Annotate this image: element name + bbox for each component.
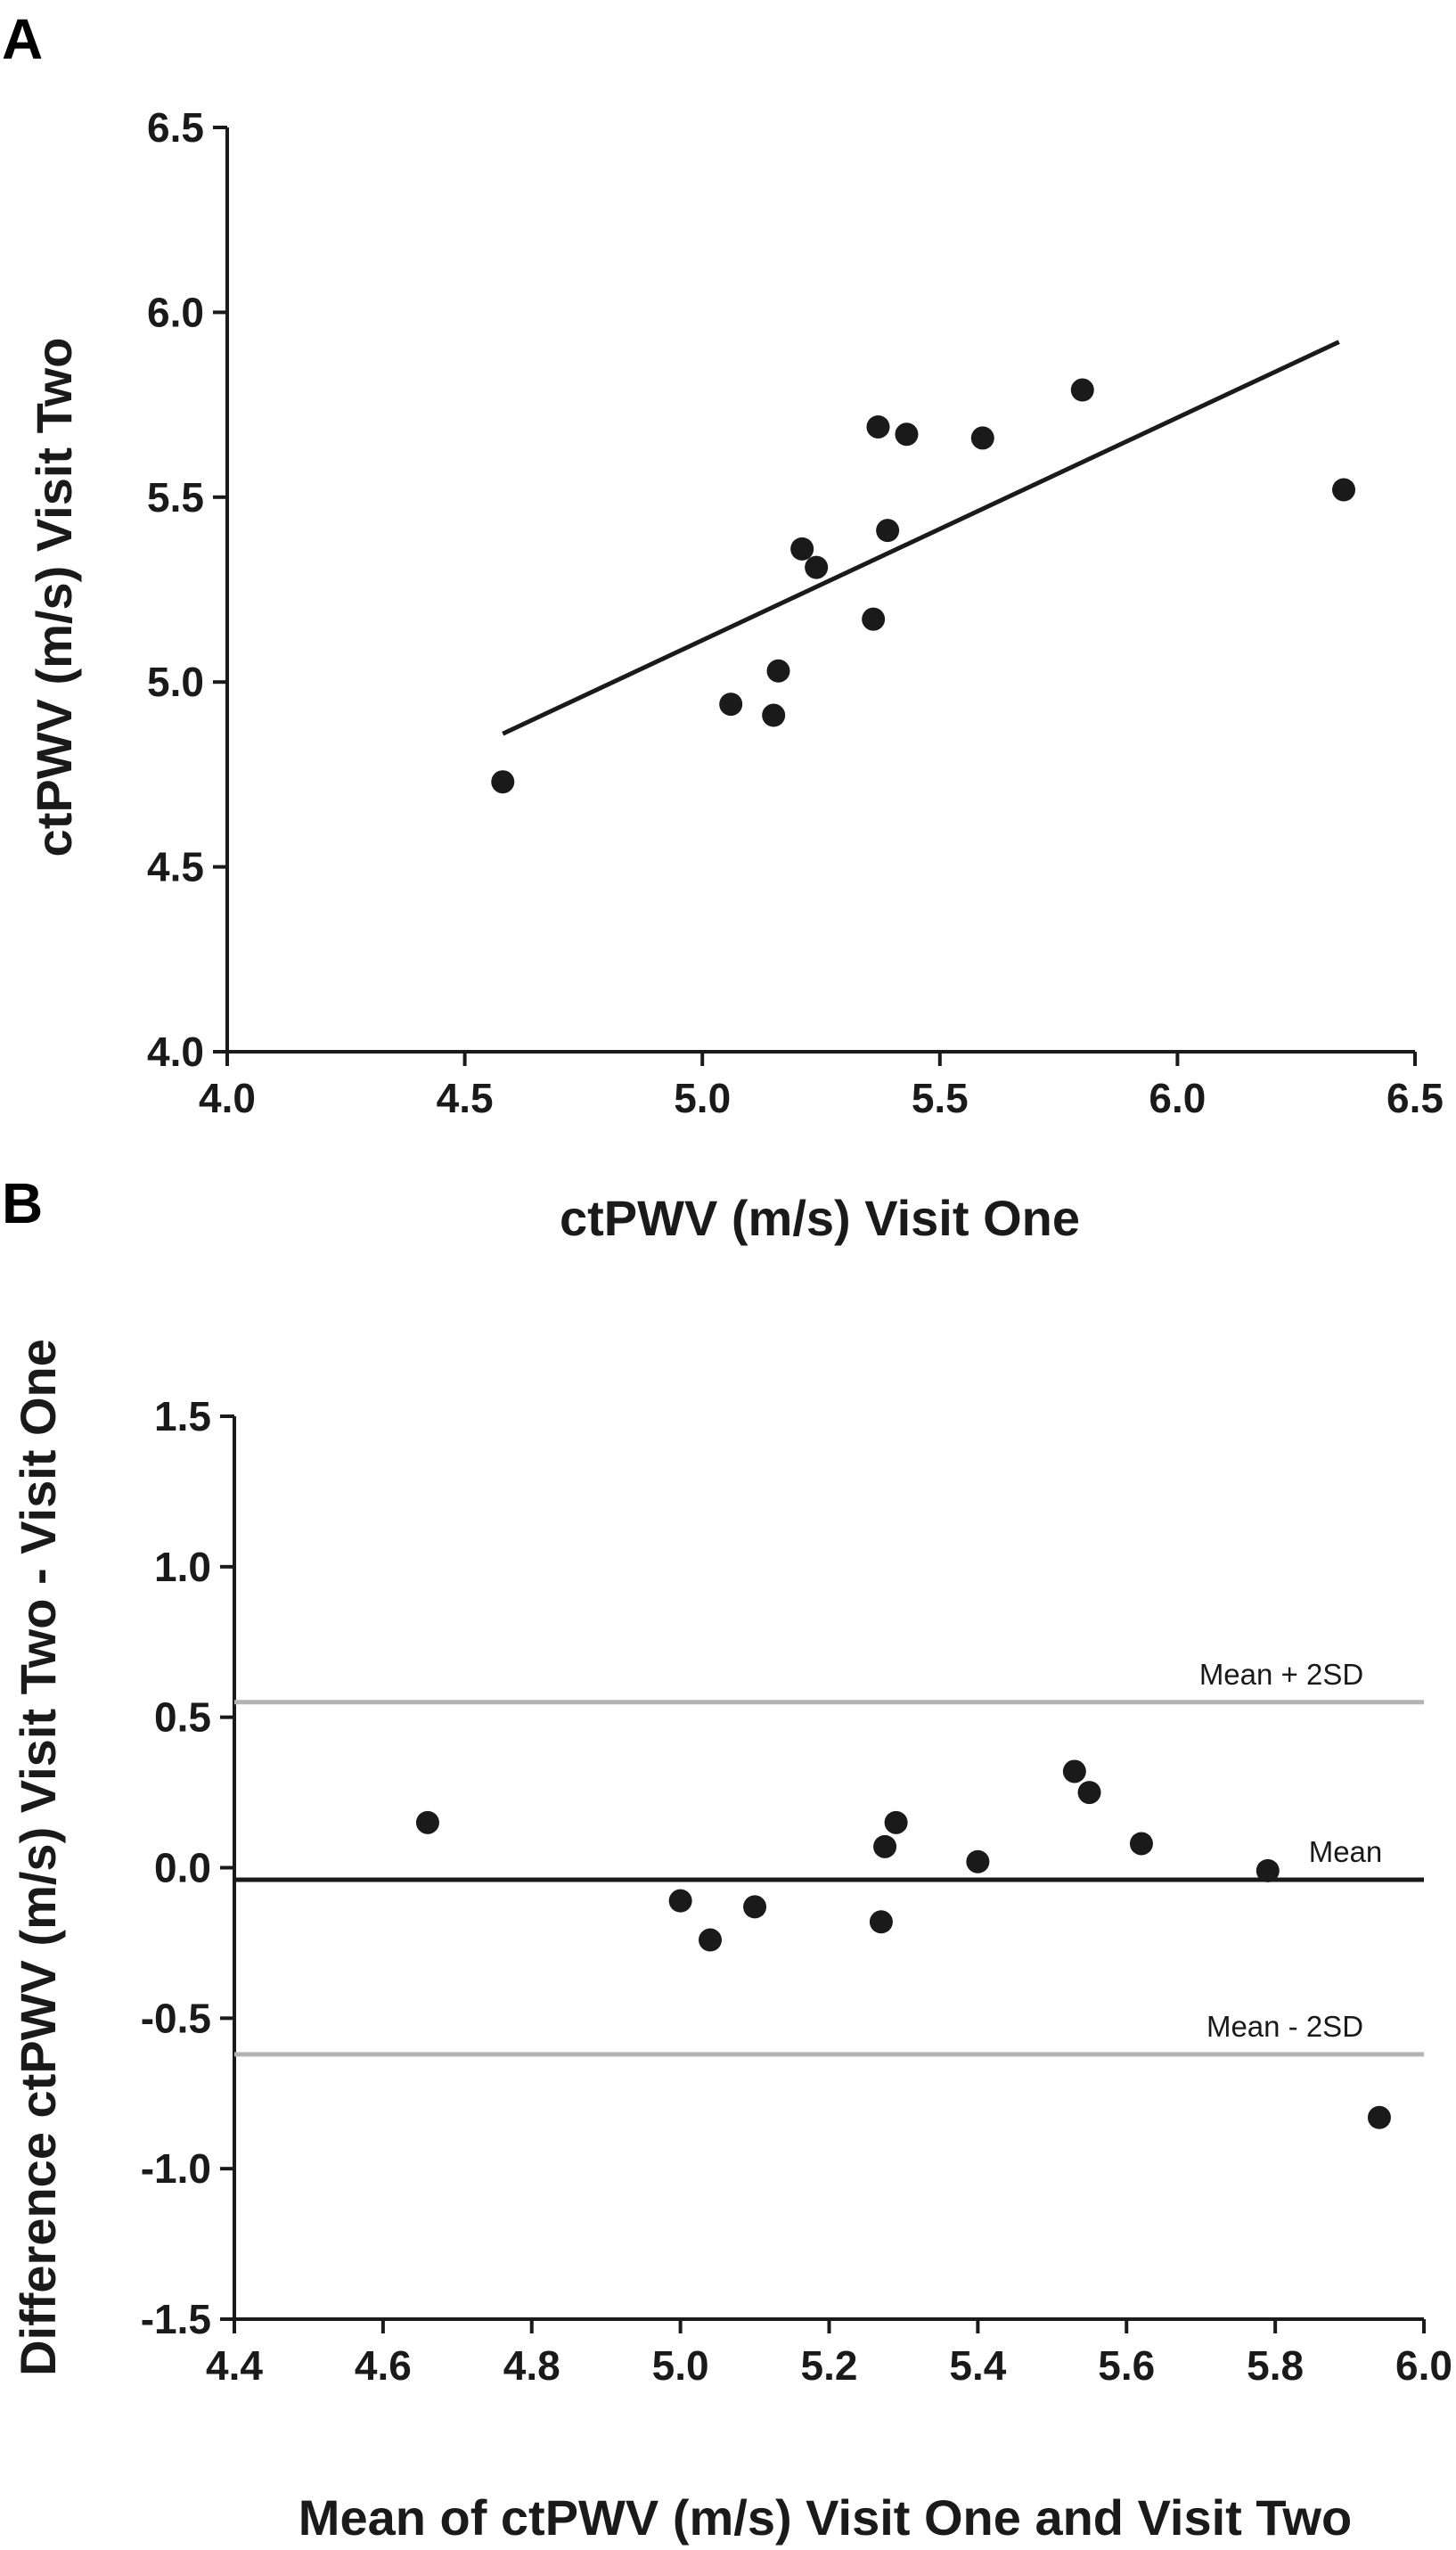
panel-b-x-tick-label: 5.0 (652, 2342, 709, 2389)
panel-a-x-tick-label: 4.0 (199, 1075, 256, 1121)
panel-b-y-axis-title: Difference ctPWV (m/s) Visit Two - Visit… (10, 1339, 66, 2376)
panel-a-y-tick-label: 6.0 (147, 289, 204, 335)
panel-b-data-point (1077, 1781, 1101, 1805)
panel-b-data-point (1256, 1858, 1280, 1882)
panel-a-data-point (1070, 378, 1094, 402)
panel-a-y-tick-label: 5.5 (147, 474, 204, 521)
panel-b-y-tick-label: 0.5 (154, 1694, 211, 1741)
panel-a-y-tick-label: 4.5 (147, 844, 204, 890)
panel-b-x-axis-title: Mean of ctPWV (m/s) Visit One and Visit … (299, 2489, 1352, 2546)
panel-a-label: A (2, 7, 43, 71)
panel-b-x-tick-label: 4.8 (503, 2342, 560, 2389)
panel-a-x-tick-label: 6.5 (1386, 1075, 1444, 1121)
panel-a-data-point (970, 426, 994, 450)
panel-a-data-point (790, 537, 814, 561)
panel-b-data-point (699, 1928, 722, 1952)
panel-a-data-point (895, 422, 919, 447)
panel-a-x-tick-label: 5.0 (674, 1075, 731, 1121)
panel-b-x-tick-label: 5.8 (1247, 2342, 1304, 2389)
panel-b-y-tick-label: -0.5 (141, 1995, 211, 2041)
panel-b-x-tick-label: 5.2 (801, 2342, 858, 2389)
panel-b: B -1.5 -1.0 -0.5 0.0 0.5 1.0 1.5 4.4 4.6 4.8 5.0 5.… (2, 1171, 1452, 2546)
panel-a-x-tick-label: 6.0 (1149, 1075, 1206, 1121)
panel-b-x-tick-label: 4.4 (206, 2342, 263, 2389)
panel-b-y-tick-label: 1.5 (154, 1393, 211, 1439)
panel-b-x-tick-label: 4.6 (355, 2342, 412, 2389)
panel-a-x-tick-label: 5.5 (912, 1075, 969, 1121)
panel-a-data-point (876, 519, 900, 543)
panel-b-x-tick-label: 5.6 (1098, 2342, 1155, 2389)
panel-b-data-point (884, 1810, 908, 1834)
panel-b-data-point (668, 1889, 692, 1913)
panel-b-data-point (966, 1849, 990, 1874)
panel-a-data-point (805, 555, 829, 579)
panel-a-data-point (1332, 478, 1356, 502)
panel-b-y-tick-label: 1.0 (154, 1544, 211, 1590)
panel-b-data-point (415, 1810, 439, 1834)
panel-b-x-tick-label: 5.4 (949, 2342, 1006, 2389)
panel-a-regression-line (502, 340, 1340, 736)
panel-b-data-point (1129, 1832, 1153, 1856)
panel-b-data-point (1062, 1759, 1086, 1783)
panel-a-y-tick-label: 5.0 (147, 659, 204, 705)
panel-b-data-point (743, 1895, 767, 1919)
panel-a-data-point (866, 414, 890, 439)
panel-a-data-point (762, 703, 786, 727)
panel-a-x-axis-title: ctPWV (m/s) Visit One (560, 1190, 1080, 1246)
panel-b-y-tick-label: 0.0 (154, 1845, 211, 1891)
panel-b-reference-line-label: Mean (1309, 1835, 1383, 1868)
panel-b-y-tick-label: -1.5 (141, 2296, 211, 2342)
panel-a-y-tick-label: 4.0 (147, 1029, 204, 1075)
panel-a-data-point (491, 770, 515, 794)
panel-b-data-point (869, 1910, 893, 1934)
panel-b-label: B (2, 1171, 43, 1235)
panel-a-data-point (862, 607, 886, 631)
panel-b-reference-line-label: Mean + 2SD (1199, 1658, 1363, 1691)
panel-a-y-tick-label: 6.5 (147, 104, 204, 151)
panel-b-reference-line-label: Mean - 2SD (1207, 2010, 1363, 2043)
panel-a-x-tick-label: 4.5 (437, 1075, 494, 1121)
panel-b-data-point (1367, 2105, 1391, 2129)
panel-b-data-point (873, 1834, 897, 1858)
panel-a-y-axis-title: ctPWV (m/s) Visit Two (26, 338, 82, 857)
panel-a-data-point (719, 693, 743, 717)
panel-b-x-tick-label: 6.0 (1395, 2342, 1452, 2389)
panel-a-data-point (766, 659, 790, 683)
panel-b-y-tick-label: -1.0 (141, 2145, 211, 2192)
panel-a: A 4.0 4.5 5.0 5.5 6.0 6.5 4.0 4.5 5.0 5.5 6.0 6.5 c… (2, 7, 1444, 1246)
